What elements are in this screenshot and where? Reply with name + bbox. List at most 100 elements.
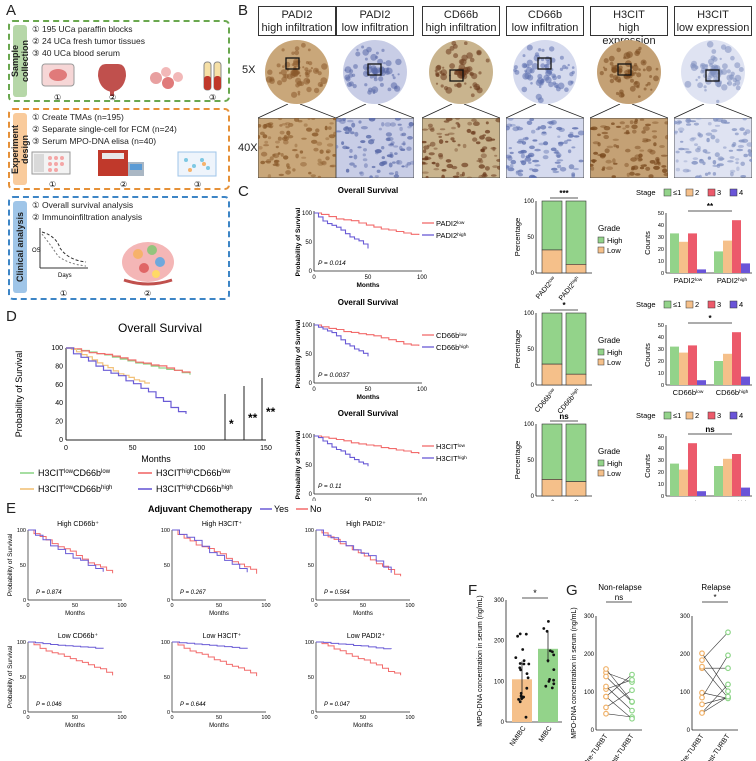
connector-left	[336, 104, 367, 118]
nucleus	[573, 135, 580, 138]
stage-bar	[670, 233, 679, 273]
stain-spot	[646, 65, 652, 72]
f-point	[524, 632, 528, 636]
stain-spot	[642, 61, 645, 64]
nucleus	[678, 127, 685, 132]
nucleus	[287, 135, 294, 139]
chemo-y-tick: 0	[167, 598, 170, 604]
km-d-curve	[66, 347, 150, 384]
stain-spot	[321, 63, 328, 70]
nucleus	[495, 118, 500, 123]
chemo-p-value: P = 0.644	[180, 702, 206, 708]
nucleus	[702, 149, 708, 153]
stain-spot	[638, 46, 642, 51]
nucleus	[478, 159, 484, 164]
km-y-label: Probability of Survival	[295, 319, 302, 388]
chemo-x-tick: 0	[170, 715, 173, 721]
stain-spot	[697, 82, 703, 89]
experiment-icon-label-2: ②	[120, 180, 127, 189]
chemo-y-tick: 100	[17, 640, 26, 646]
stain-spot	[721, 84, 728, 91]
km-curve-low	[314, 212, 420, 235]
nucleus	[567, 133, 574, 138]
stage-legend-swatch	[663, 300, 672, 309]
nucleus	[652, 121, 659, 124]
km-y-tick: 100	[302, 323, 313, 329]
nucleus	[371, 165, 376, 169]
stain-spot	[721, 68, 728, 75]
nucleus	[286, 130, 291, 136]
nucleus	[435, 162, 440, 168]
nucleus	[517, 150, 525, 154]
g-pair-line	[605, 713, 633, 718]
g-y-tick: 0	[591, 728, 595, 734]
stain-spot	[599, 71, 604, 76]
nucleus	[712, 172, 717, 176]
stain-spot	[378, 66, 385, 72]
chemo-y-tick: 50	[164, 563, 170, 569]
nucleus	[466, 176, 473, 178]
nucleus	[567, 149, 572, 154]
nucleus	[541, 131, 547, 134]
stain-spot	[387, 87, 392, 92]
nucleus	[285, 125, 290, 129]
nucleus	[374, 175, 379, 178]
km-d-x-tick: 50	[129, 445, 137, 452]
stage-y-label: Counts	[643, 231, 652, 255]
ihc-header-3: CD66b low infiltration	[506, 6, 584, 36]
stain-spot	[549, 46, 555, 52]
nucleus	[262, 134, 268, 139]
nucleus	[556, 126, 563, 131]
nucleus	[707, 156, 712, 160]
chemo-x-tick: 0	[26, 603, 29, 609]
nucleus	[518, 173, 523, 177]
f-point	[546, 659, 550, 662]
stain-spot	[371, 86, 379, 94]
stage-y-label: Counts	[643, 343, 652, 367]
stain-spot	[738, 67, 744, 72]
zoom-box	[617, 63, 632, 76]
nucleus	[445, 159, 452, 163]
stain-spot	[719, 57, 722, 61]
stain-spot	[461, 54, 468, 61]
nucleus	[357, 146, 362, 149]
stain-spot	[531, 63, 539, 70]
grade-legend-title: Grade	[598, 447, 621, 456]
stain-spot	[466, 66, 473, 72]
nucleus	[625, 130, 630, 135]
chemo-y-tick: 100	[305, 640, 314, 646]
f-point	[551, 650, 554, 654]
stain-spot	[643, 87, 647, 91]
stain-spot	[541, 48, 545, 52]
nucleus	[506, 125, 510, 131]
km-d-legend-label: H3CIThighCD66bhigh	[156, 484, 233, 494]
stage-bar	[741, 487, 750, 496]
f-point	[544, 684, 548, 688]
stain-spot	[636, 72, 642, 78]
ihc-image-40x-1	[336, 118, 414, 178]
f-y-tick: 100	[494, 679, 505, 685]
stage-bar	[723, 240, 732, 273]
g-point-post	[725, 665, 731, 672]
nucleus	[490, 174, 497, 177]
km-curve-low	[314, 435, 420, 454]
nucleus	[342, 118, 346, 122]
stain-spot	[701, 64, 704, 67]
nucleus	[685, 150, 692, 154]
g-sig: ns	[615, 593, 623, 602]
nucleus	[342, 145, 348, 150]
g-point-pre	[699, 663, 705, 670]
g-point-post	[725, 681, 731, 688]
stain-spot	[559, 67, 564, 71]
zoom-box	[285, 57, 300, 70]
nucleus	[360, 140, 366, 144]
km-d-title: Overall Survival	[118, 321, 202, 335]
experiment-step-1: ① Create TMAs (n=195)	[32, 112, 124, 122]
sample-icon-label-3: ③	[209, 93, 216, 102]
grade-y-label: Percentage	[513, 218, 522, 256]
stain-spot	[293, 66, 297, 69]
nucleus	[439, 128, 446, 131]
chemo-y-tick: 100	[17, 528, 26, 534]
stain-spot	[603, 67, 608, 72]
f-bar	[538, 648, 558, 722]
